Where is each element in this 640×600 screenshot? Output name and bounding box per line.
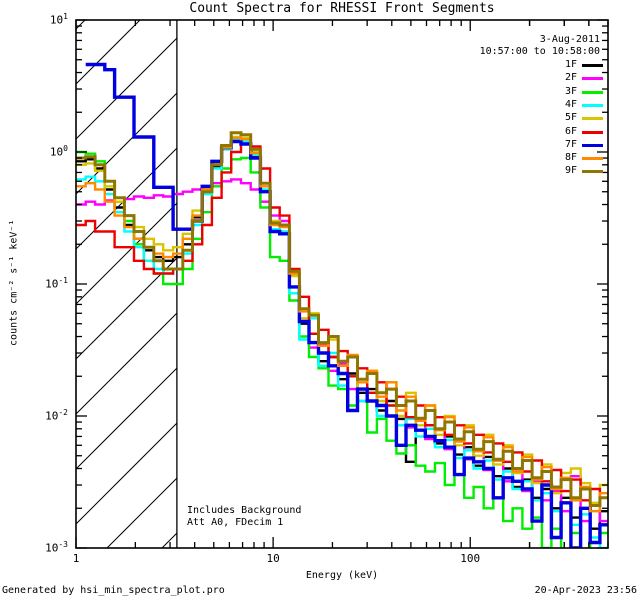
axis-ticks [75, 19, 609, 549]
legend-label-7F: 7F [564, 138, 577, 150]
hatched-attenuated-region [76, 20, 177, 548]
legend-label-1F: 1F [564, 59, 577, 70]
spectrum-curve-9F [76, 131, 608, 507]
y-tick-label-1e0: 100 [49, 144, 68, 159]
legend-swatch-8F [582, 157, 603, 161]
legend-swatch-1F [582, 64, 603, 67]
y-tick-label-1e1: 101 [49, 12, 68, 27]
spectrum-curve-6F [76, 142, 608, 502]
legend-label-8F: 8F [564, 152, 577, 164]
spectrum-curve-5F [76, 135, 608, 504]
legend-swatch-4F [582, 103, 603, 107]
legend-swatch-6F [582, 130, 603, 134]
x-tick-label-1: 1 [72, 552, 80, 565]
attenuator-note: Att A0, FDecim 1 [187, 517, 284, 528]
legend-label-6F: 6F [564, 125, 577, 137]
y-tick-label-1e-2: 10-2 [45, 408, 68, 423]
generated-by-text: Generated by hsi_min_spectra_plot.pro [2, 585, 225, 596]
legend-swatch-2F [582, 77, 603, 81]
observation-time-range: 10:57:00 to 10:58:00 [479, 46, 600, 57]
generation-timestamp: 20-Apr-2023 23:56 [534, 585, 637, 596]
legend-label-4F: 4F [564, 98, 577, 110]
y-axis-label: counts cm⁻² s⁻¹ keV⁻¹ [8, 219, 20, 346]
plot-title: Count Spectra for RHESSI Front Segments [189, 1, 495, 16]
legend-swatch-3F [582, 90, 603, 94]
legend-label-9F: 9F [564, 165, 577, 177]
axes-box [75, 19, 609, 549]
x-tick-label-100: 100 [460, 552, 481, 565]
observation-date: 3-Aug-2011 [539, 34, 600, 45]
legend-label-3F: 3F [564, 85, 577, 97]
legend-label-5F: 5F [564, 112, 577, 124]
spectrum-curve-8F [76, 136, 608, 513]
legend-swatch-5F [582, 117, 603, 121]
legend-swatch-9F [582, 170, 603, 174]
y-tick-label-1e-3: 10-3 [45, 540, 68, 555]
x-tick-label-10: 10 [266, 552, 280, 565]
background-note: Includes Background [187, 505, 302, 516]
spectrum-curve-4F [76, 138, 608, 548]
x-axis-label: Energy (keV) [305, 570, 379, 581]
legend-label-2F: 2F [564, 72, 577, 84]
legend-swatch-7F [582, 143, 603, 147]
y-tick-label-1e-1: 10-1 [45, 276, 68, 291]
